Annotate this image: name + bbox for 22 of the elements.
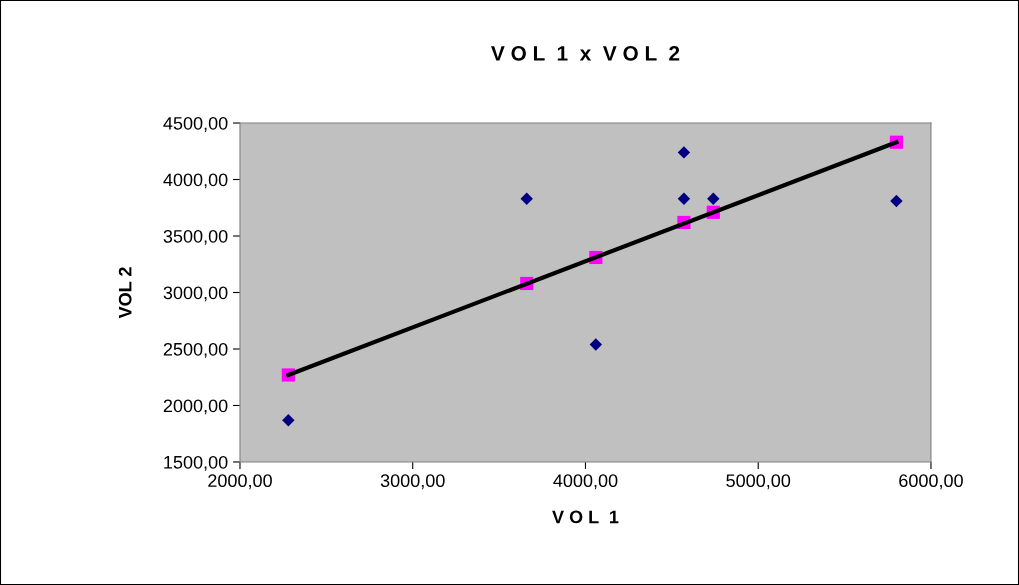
y-tick-label: 1500,00 bbox=[164, 455, 228, 471]
point bbox=[282, 413, 295, 427]
x-tick-label: 2000,00 bbox=[208, 474, 272, 490]
y-tick-label: 3500,00 bbox=[163, 229, 228, 245]
x-tick-label: 3000,00 bbox=[380, 474, 445, 490]
chart-title: V O L 1 x V O L 2 bbox=[491, 45, 680, 61]
point bbox=[677, 146, 691, 159]
point bbox=[707, 192, 720, 205]
y-axis-title: VOL 2 bbox=[118, 267, 132, 319]
y-tick-label: 2000,00 bbox=[163, 399, 228, 415]
x-tick-label: 6000,00 bbox=[899, 474, 963, 490]
x-axis-title: V O L 1 bbox=[552, 510, 619, 524]
point bbox=[890, 194, 903, 208]
y-tick-label: 4500,00 bbox=[163, 116, 228, 132]
y-tick-label: 3000,00 bbox=[163, 286, 228, 302]
y-tick-label: 4000,00 bbox=[163, 173, 228, 189]
y-tick-label: 2500,00 bbox=[163, 342, 228, 358]
x-tick-label: 4000,00 bbox=[553, 474, 618, 490]
point bbox=[677, 192, 691, 205]
point bbox=[520, 192, 533, 205]
x-tick-label: 5000,00 bbox=[726, 474, 791, 490]
point bbox=[589, 338, 603, 351]
